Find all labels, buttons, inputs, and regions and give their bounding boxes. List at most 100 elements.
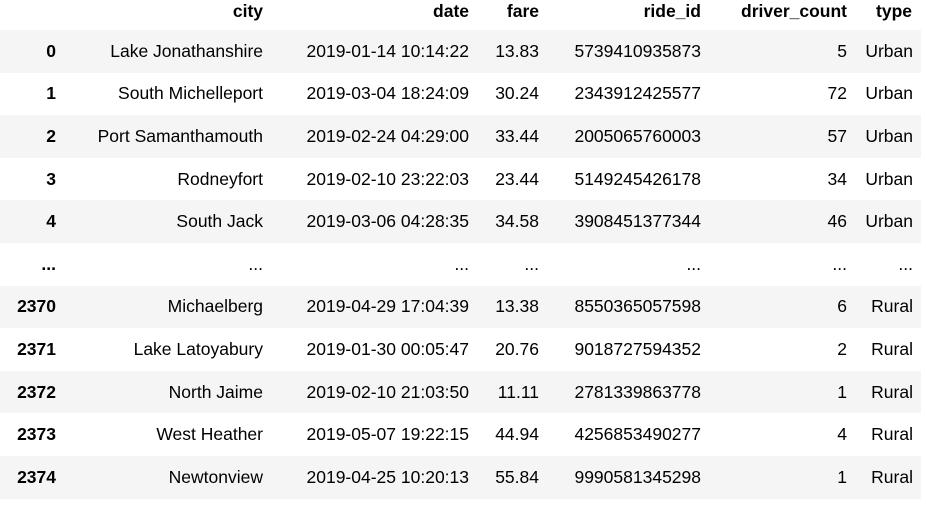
cell-city: Lake Jonathanshire	[110, 40, 263, 61]
cell-type: Urban	[865, 168, 913, 189]
header-driver-count: driver_count	[741, 1, 847, 21]
cell-date: 2019-01-14 10:14:22	[306, 40, 470, 61]
cell-index: 1	[46, 83, 56, 104]
cell-type: Rural	[871, 424, 913, 445]
cell-date: 2019-01-30 00:05:47	[306, 338, 470, 359]
cell-fare: 13.38	[495, 296, 539, 317]
cell-fare: 30.24	[495, 83, 539, 104]
cell-ride-id: ...	[686, 253, 701, 274]
cell-type: Rural	[871, 466, 913, 487]
cell-date: ...	[454, 253, 469, 274]
cell-city: Newtonview	[168, 466, 263, 487]
header-ride-id: ride_id	[643, 1, 701, 21]
cell-fare: 34.58	[495, 211, 539, 232]
header-row: city date fare ride_id driver_count type	[0, 0, 921, 30]
header-type: type	[876, 1, 912, 21]
header-fare: fare	[506, 1, 539, 21]
cell-fare: 33.44	[495, 125, 539, 146]
cell-index: 2370	[17, 296, 56, 317]
cell-index: 2373	[17, 424, 56, 445]
table-row: 4 South Jack 2019-03-06 04:28:35 34.58 39084…	[0, 200, 921, 243]
cell-city: ...	[248, 253, 263, 274]
cell-type: Urban	[865, 211, 913, 232]
cell-city: South Michelleport	[118, 83, 263, 104]
cell-ride-id: 4256853490277	[574, 424, 701, 445]
cell-type: Urban	[865, 40, 913, 61]
cell-ride-id: 2781339863778	[574, 381, 701, 402]
cell-driver-count: 2	[837, 338, 847, 359]
table-row: 2370 Michaelberg 2019-04-29 17:04:39 13.38 8…	[0, 285, 921, 329]
cell-date: 2019-03-06 04:28:35	[306, 211, 470, 232]
cell-driver-count: 34	[827, 168, 847, 189]
table-row: 2 Port Samanthamouth 2019-02-24 04:29:00 33…	[0, 115, 921, 158]
table-row: 1 South Michelleport 2019-03-04 18:24:09 30…	[0, 72, 921, 116]
cell-ride-id: 8550365057598	[574, 296, 701, 317]
table-body: 0 Lake Jonathanshire 2019-01-14 10:14:22 13…	[0, 30, 921, 499]
table-row: 2374 Newtonview 2019-04-25 10:20:13 55.84 99…	[0, 455, 921, 499]
cell-type: Rural	[871, 296, 913, 317]
cell-ride-id: 9018727594352	[574, 338, 701, 359]
cell-index: 3	[46, 168, 56, 189]
cell-index: 2	[46, 125, 56, 146]
cell-type: Urban	[865, 125, 913, 146]
cell-index: 2371	[17, 338, 56, 359]
cell-index: 4	[46, 211, 56, 232]
cell-ride-id: 3908451377344	[574, 211, 701, 232]
cell-driver-count: ...	[832, 253, 847, 274]
cell-date: 2019-02-24 04:29:00	[306, 125, 470, 146]
cell-city: South Jack	[176, 211, 263, 232]
cell-city: Rodneyfort	[177, 168, 263, 189]
cell-city: North Jaime	[168, 381, 263, 402]
cell-city: Port Samanthamouth	[97, 125, 263, 146]
cell-ride-id: 5149245426178	[574, 168, 701, 189]
table-row: 0 Lake Jonathanshire 2019-01-14 10:14:22 13…	[0, 30, 921, 73]
table-row: 3 Rodneyfort 2019-02-10 23:22:03 23.44 51492…	[0, 157, 921, 201]
table-row: 2371 Lake Latoyabury 2019-01-30 00:05:47 20…	[0, 328, 921, 371]
cell-date: 2019-04-25 10:20:13	[306, 466, 470, 487]
cell-type: Rural	[871, 381, 913, 402]
cell-ride-id: 5739410935873	[574, 40, 701, 61]
cell-ride-id: 9990581345298	[574, 466, 701, 487]
cell-driver-count: 4	[837, 424, 847, 445]
cell-date: 2019-02-10 23:22:03	[306, 168, 470, 189]
cell-date: 2019-03-04 18:24:09	[306, 83, 470, 104]
cell-fare: 13.83	[495, 40, 539, 61]
header-index	[0, 0, 66, 30]
table-row: 2373 West Heather 2019-05-07 19:22:15 44.94…	[0, 413, 921, 456]
cell-fare: 23.44	[495, 168, 539, 189]
table-row: .....................	[0, 242, 921, 286]
cell-type: Urban	[865, 83, 913, 104]
cell-index: ...	[41, 253, 56, 274]
header-city: city	[232, 1, 263, 21]
cell-driver-count: 57	[827, 125, 847, 146]
cell-driver-count: 72	[827, 83, 847, 104]
cell-city: Michaelberg	[167, 296, 263, 317]
cell-city: Lake Latoyabury	[133, 338, 263, 359]
cell-driver-count: 1	[837, 381, 847, 402]
cell-index: 0	[46, 40, 56, 61]
cell-type: Rural	[871, 338, 913, 359]
cell-fare: 20.76	[495, 338, 539, 359]
cell-driver-count: 46	[827, 211, 847, 232]
cell-driver-count: 5	[837, 40, 847, 61]
cell-city: West Heather	[156, 424, 263, 445]
cell-fare: 44.94	[495, 424, 539, 445]
cell-type: ...	[898, 253, 913, 274]
cell-driver-count: 6	[837, 296, 847, 317]
header-date: date	[433, 1, 469, 21]
cell-ride-id: 2343912425577	[574, 83, 701, 104]
cell-fare: 55.84	[495, 466, 539, 487]
table-row: 2372 North Jaime 2019-02-10 21:03:50 11.11 2…	[0, 370, 921, 414]
cell-driver-count: 1	[837, 466, 847, 487]
cell-fare: 11.11	[497, 381, 539, 402]
table-header: city date fare ride_id driver_count type	[0, 0, 921, 30]
cell-fare: ...	[524, 253, 539, 274]
cell-date: 2019-02-10 21:03:50	[306, 381, 470, 402]
cell-date: 2019-05-07 19:22:15	[306, 424, 470, 445]
cell-date: 2019-04-29 17:04:39	[306, 296, 470, 317]
cell-ride-id: 2005065760003	[574, 125, 701, 146]
cell-index: 2374	[17, 466, 56, 487]
cell-index: 2372	[17, 381, 56, 402]
